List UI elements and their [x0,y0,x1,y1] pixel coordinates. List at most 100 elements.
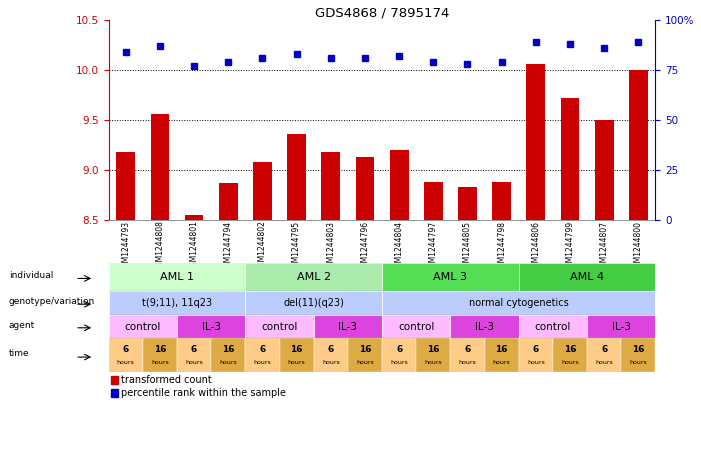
Bar [116,152,135,220]
Bar [594,120,613,220]
Text: GSM1244800: GSM1244800 [634,221,643,271]
Text: del(11)(q23): del(11)(q23) [283,298,344,308]
Text: IL-3: IL-3 [475,322,494,332]
Text: 16: 16 [427,345,440,354]
Text: hours: hours [254,360,271,366]
Text: GSM1244795: GSM1244795 [292,221,301,272]
Bar [314,338,348,372]
Bar [416,338,451,372]
Text: hours: hours [390,360,408,366]
Bar [314,315,382,338]
Bar [390,150,409,220]
Text: control: control [535,322,571,332]
Text: 16: 16 [154,345,166,354]
Bar [424,182,443,220]
Bar [492,182,511,220]
Bar [109,291,245,315]
Text: hours: hours [185,360,203,366]
Text: transformed count: transformed count [121,375,212,385]
Text: IL-3: IL-3 [612,322,631,332]
Text: GSM1244805: GSM1244805 [463,221,472,271]
Text: 6: 6 [191,345,197,354]
Bar [355,157,374,220]
Bar [451,338,484,372]
Text: 16: 16 [564,345,576,354]
Bar [109,263,245,291]
Bar [211,338,245,372]
Bar [177,338,211,372]
Bar [111,376,118,384]
Text: individual: individual [9,271,53,280]
Bar [280,338,314,372]
Text: IL-3: IL-3 [202,322,221,332]
Text: hours: hours [287,360,306,366]
Text: control: control [125,322,161,332]
Text: GSM1244793: GSM1244793 [121,221,130,272]
Bar [519,338,553,372]
Text: agent: agent [9,321,35,330]
Bar [519,263,655,291]
Text: GSM1244794: GSM1244794 [224,221,233,272]
Bar [348,338,382,372]
Text: control: control [398,322,435,332]
Bar [109,315,177,338]
Text: 6: 6 [396,345,402,354]
Text: t(9;11), 11q23: t(9;11), 11q23 [142,298,212,308]
Text: GSM1244798: GSM1244798 [497,221,506,271]
Text: AML 2: AML 2 [297,272,331,282]
Bar [109,338,143,372]
Text: control: control [261,322,298,332]
Bar [219,183,238,220]
Bar [484,338,519,372]
Bar [111,389,118,397]
Text: 6: 6 [123,345,129,354]
Text: hours: hours [117,360,135,366]
Text: hours: hours [629,360,647,366]
Bar [451,315,519,338]
Text: GSM1244807: GSM1244807 [599,221,608,271]
Text: hours: hours [424,360,442,366]
Bar [143,338,177,372]
Text: GSM1244802: GSM1244802 [258,221,267,271]
Bar [245,338,280,372]
Bar [151,114,170,220]
Text: 16: 16 [290,345,303,354]
Bar [519,315,587,338]
Bar [287,134,306,220]
Bar [382,338,416,372]
Bar [587,315,655,338]
Bar [245,291,382,315]
Bar [245,263,382,291]
Bar [321,152,340,220]
Bar [245,315,314,338]
Text: hours: hours [356,360,374,366]
Bar [561,98,580,220]
Bar [382,263,519,291]
Text: normal cytogenetics: normal cytogenetics [469,298,569,308]
Text: percentile rank within the sample: percentile rank within the sample [121,388,286,398]
Text: IL-3: IL-3 [339,322,358,332]
Bar [382,291,655,315]
Text: 6: 6 [533,345,539,354]
Text: GSM1244803: GSM1244803 [326,221,335,271]
Text: hours: hours [322,360,340,366]
Text: hours: hours [493,360,510,366]
Text: hours: hours [527,360,545,366]
Text: genotype/variation: genotype/variation [9,297,95,306]
Bar [526,64,545,220]
Text: GSM1244806: GSM1244806 [531,221,540,271]
Bar [184,215,203,220]
Text: hours: hours [595,360,613,366]
Text: 6: 6 [259,345,266,354]
Bar [177,315,245,338]
Text: 16: 16 [222,345,235,354]
Text: hours: hours [151,360,169,366]
Text: 16: 16 [632,345,645,354]
Bar [629,70,648,220]
Text: GSM1244797: GSM1244797 [429,221,438,272]
Text: AML 1: AML 1 [160,272,194,282]
Bar [458,187,477,220]
Text: AML 4: AML 4 [570,272,604,282]
Text: GSM1244801: GSM1244801 [189,221,198,271]
Bar [587,338,621,372]
